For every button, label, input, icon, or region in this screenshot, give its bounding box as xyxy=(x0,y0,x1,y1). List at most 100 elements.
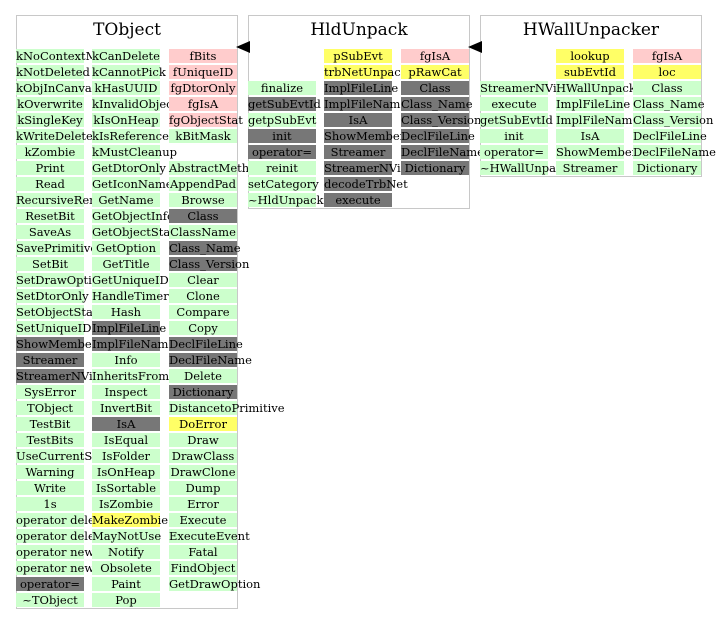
member-class-version: Class_Version xyxy=(633,113,714,127)
member-getobjectinfo: GetObjectInfo xyxy=(92,209,174,223)
member-fgobjectstat: fgObjectStat xyxy=(169,113,243,127)
member-info: Info xyxy=(92,353,160,367)
member-issortable: IsSortable xyxy=(92,481,160,495)
member-operator: operator= xyxy=(16,577,84,591)
member-execute: execute xyxy=(324,193,392,207)
member-hwallunpacker: ~HWallUnpacker xyxy=(480,161,582,175)
member-declfilename: DeclFileName xyxy=(401,145,484,159)
member-getsubevtid: getSubEvtId xyxy=(248,97,321,111)
member-showmembers: ShowMembers xyxy=(556,145,644,159)
member-class: Class xyxy=(401,81,469,95)
tobject-column-1: kNoContextMenu kNotDeleted kObjInCanvas kOv… xyxy=(16,49,121,609)
hldunpack-column-1: finalize getSubEvtId getpSubEvt init operato… xyxy=(248,49,323,209)
member-empty xyxy=(480,49,548,63)
member-executeevent: ExecuteEvent xyxy=(169,529,250,543)
member-class: Class xyxy=(633,81,701,95)
member-class-version: Class_Version xyxy=(401,113,482,127)
hldunpack-column-2: pSubEvt trbNetUnpacker ImplFileLine ImplFil… xyxy=(324,49,429,209)
member-kwritedelete: kWriteDelete xyxy=(16,129,93,143)
member-getuniqueid: GetUniqueID xyxy=(92,273,169,287)
member-testbits: TestBits xyxy=(16,433,84,447)
member-hash: Hash xyxy=(92,305,160,319)
member-tobject: ~TObject xyxy=(16,593,84,607)
member-kinvalidobject: kInvalidObject xyxy=(92,97,178,111)
class-title-tobject: TObject xyxy=(93,20,161,40)
member-doerror: DoError xyxy=(169,417,237,431)
member-dictionary: Dictionary xyxy=(169,385,237,399)
member-prawcat: pRawCat xyxy=(401,65,469,79)
member-1s: 1s xyxy=(16,497,84,511)
member-setbit: SetBit xyxy=(16,257,84,271)
member-appendpad: AppendPad xyxy=(169,177,237,191)
member-kmustcleanup: kMustCleanup xyxy=(92,145,177,159)
class-title-hldunpack: HldUnpack xyxy=(310,20,408,40)
class-title-hwallunpacker: HWallUnpacker xyxy=(522,20,660,40)
tobject-column-3: fBits fUniqueID fgDtorOnly fgIsA fgObjectSta… xyxy=(169,49,285,593)
member-subevtid: subEvtId xyxy=(556,65,624,79)
member-isonheap: IsOnHeap xyxy=(92,465,160,479)
member-error: Error xyxy=(169,497,237,511)
member-setdtoronly: SetDtorOnly xyxy=(16,289,89,303)
member-setdrawoption: SetDrawOption xyxy=(16,273,107,287)
member-setuniqueid: SetUniqueID xyxy=(16,321,92,335)
member-paint: Paint xyxy=(92,577,160,591)
member-streamernvirtual: StreamerNVirtual xyxy=(324,161,429,175)
member-declfilename: DeclFileName xyxy=(169,353,252,367)
member-knotdeleted: kNotDeleted xyxy=(16,65,90,79)
member-resetbit: ResetBit xyxy=(16,209,84,223)
member-read: Read xyxy=(16,177,84,191)
member-kzombie: kZombie xyxy=(16,145,84,159)
member-operator: operator= xyxy=(248,145,316,159)
member-declfileline: DeclFileLine xyxy=(401,129,475,143)
member-hwallunpacker: HWallUnpacker xyxy=(556,81,649,95)
member-isfolder: IsFolder xyxy=(92,449,160,463)
member-dictionary: Dictionary xyxy=(633,161,701,175)
member-implfileline: ImplFileLine xyxy=(556,97,631,111)
member-print: Print xyxy=(16,161,84,175)
member-saveprimitive: SavePrimitive xyxy=(16,241,98,255)
member-setcategory: setCategory xyxy=(248,177,319,191)
member-streamer: Streamer xyxy=(324,145,392,159)
member-empty xyxy=(480,65,548,79)
member-maynotuse: MayNotUse xyxy=(92,529,162,543)
member-kisreferenced: kIsReferenced xyxy=(92,129,177,143)
member-classname: ClassName xyxy=(169,225,237,239)
member-iszombie: IsZombie xyxy=(92,497,160,511)
member-distancetoprimitive: DistancetoPrimitive xyxy=(169,401,285,415)
member-fgisa: fgIsA xyxy=(169,97,237,111)
hwallunpacker-column-3: fgIsA loc Class Class_Name Class_Version Decl… xyxy=(633,49,716,177)
member-streamernvirtual: StreamerNVirtual xyxy=(16,369,121,383)
member-khasuuid: kHasUUID xyxy=(92,81,160,95)
member-tobject: TObject xyxy=(16,401,84,415)
hldunpack-column-3: fgIsA pRawCat Class Class_Name Class_Version… xyxy=(401,49,484,177)
member-declfilename: DeclFileName xyxy=(633,145,716,159)
member-class: Class xyxy=(169,209,237,223)
member-fatal: Fatal xyxy=(169,545,237,559)
member-class-name: Class_Name xyxy=(169,241,241,255)
tobject-column-2: kCanDelete kCannotPick kHasUUID kInvalidObj… xyxy=(92,49,178,609)
member-isa: IsA xyxy=(324,113,392,127)
member-operator-new: operator new xyxy=(16,545,95,559)
member-saveas: SaveAs xyxy=(16,225,84,239)
member-isa: IsA xyxy=(92,417,160,431)
member-decodetrbnet: decodeTrbNet xyxy=(324,177,408,191)
member-geticonname: GetIconName xyxy=(92,177,173,191)
member-implfilename: ImplFileName xyxy=(324,97,408,111)
member-gettitle: GetTitle xyxy=(92,257,160,271)
member-syserror: SysError xyxy=(16,385,84,399)
member-pop: Pop xyxy=(92,593,160,607)
member-fgisa: fgIsA xyxy=(633,49,701,63)
member-finalize: finalize xyxy=(248,81,316,95)
member-showmembers: ShowMembers xyxy=(324,129,412,143)
member-kcandelete: kCanDelete xyxy=(92,49,160,63)
member-streamer: Streamer xyxy=(16,353,84,367)
member-dump: Dump xyxy=(169,481,237,495)
member-handletimer: HandleTimer xyxy=(92,289,169,303)
member-lookup: lookup xyxy=(556,49,624,63)
member-testbit: TestBit xyxy=(16,417,84,431)
inheritance-arrow-hldunpack-to-tobject xyxy=(236,41,250,53)
member-empty xyxy=(248,65,316,79)
member-dictionary: Dictionary xyxy=(401,161,469,175)
member-copy: Copy xyxy=(169,321,237,335)
member-empty xyxy=(248,49,316,63)
